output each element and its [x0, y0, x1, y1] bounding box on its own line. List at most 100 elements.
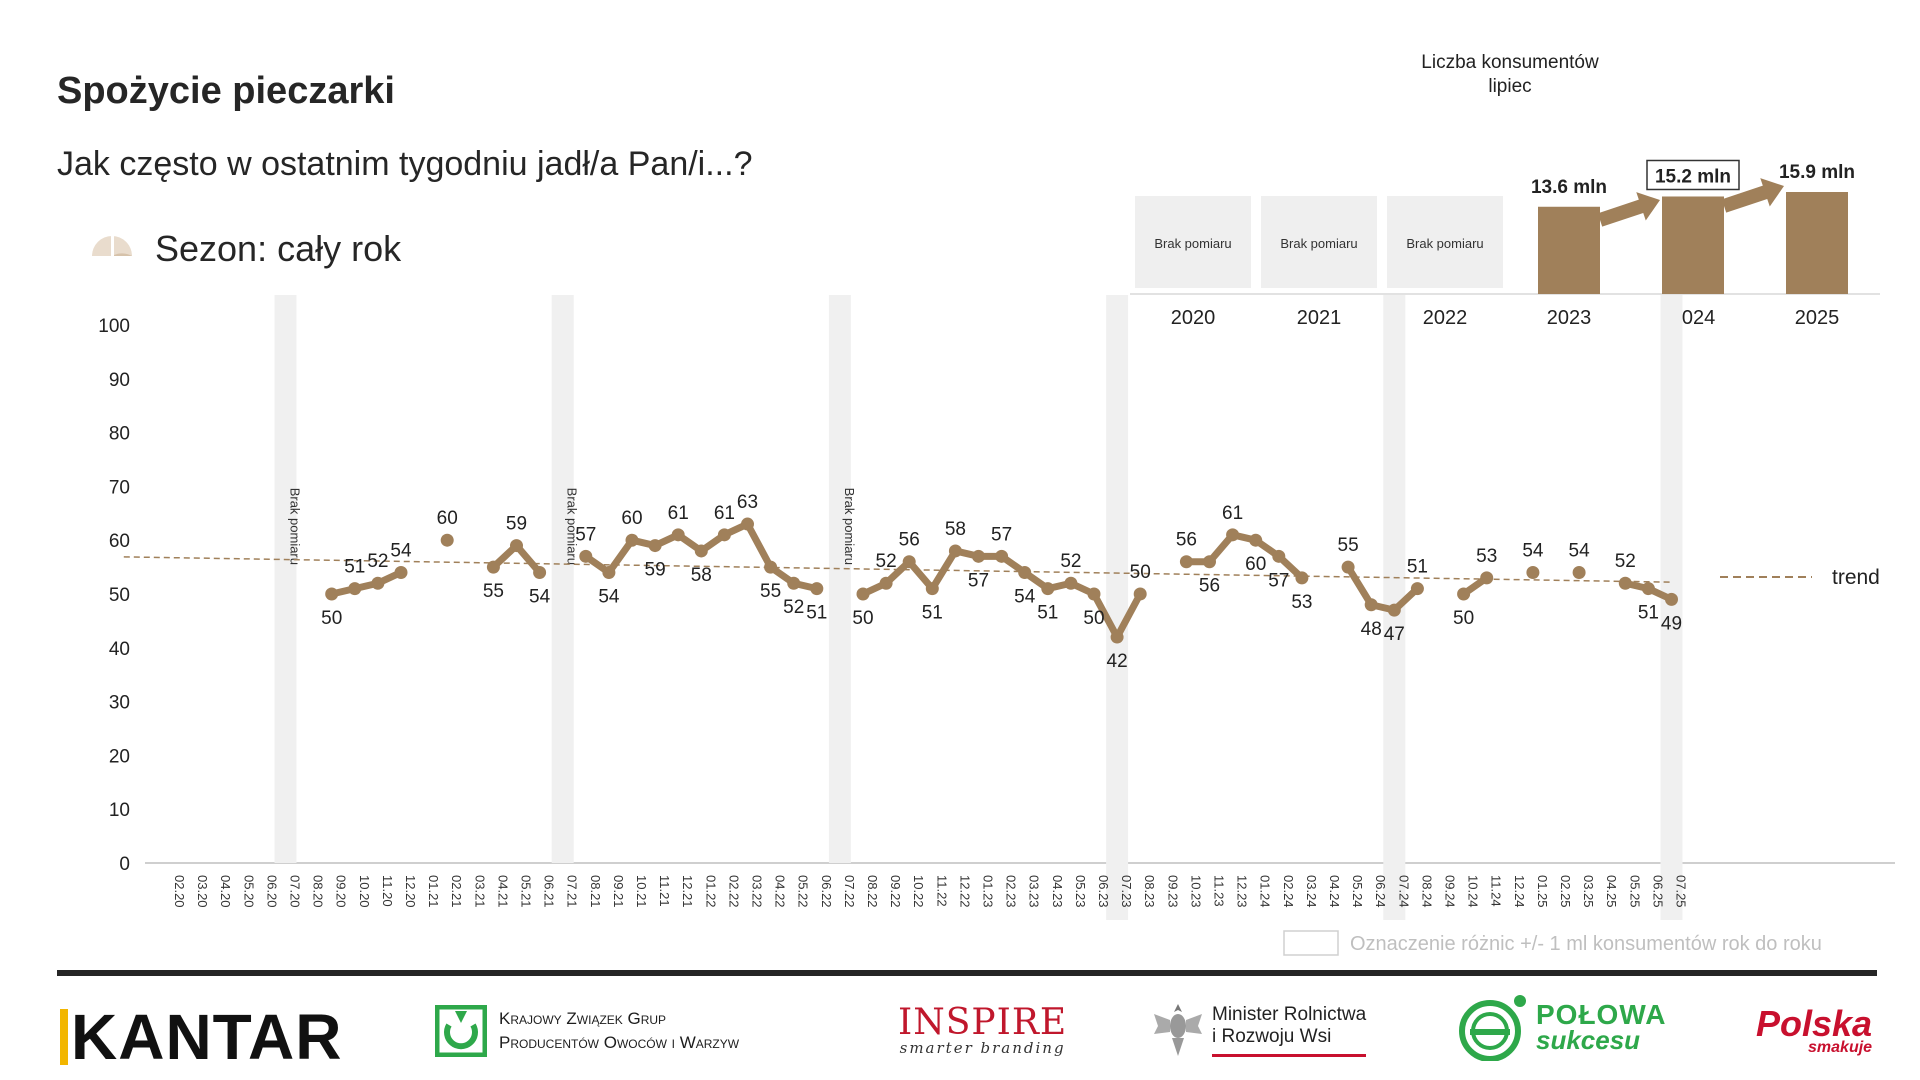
data-point [394, 565, 408, 579]
data-point [1526, 565, 1540, 579]
growth-arrow [1721, 178, 1784, 213]
y-tick-label: 10 [109, 800, 130, 821]
no-measure-band [551, 295, 574, 863]
inspire-logo: INSPIRE smarter branding [898, 1002, 1068, 1057]
data-point [1341, 560, 1355, 574]
consumers-title-line2: lipiec [1488, 76, 1531, 97]
kzgp-icon [435, 1005, 487, 1057]
polska-smakuje-logo: Polska smakuje [1756, 1003, 1873, 1056]
data-label: 52 [1060, 551, 1081, 572]
consumers-year-label: 2023 [1547, 307, 1592, 329]
data-point [1364, 598, 1378, 612]
x-tick-label: 04.20 [218, 875, 233, 908]
data-point [995, 549, 1009, 563]
consumers-year-label: 2020 [1171, 307, 1216, 329]
x-tick-label: 03.22 [750, 875, 765, 908]
consumption-chart: Liczba konsumentów lipiec 2020 Brak pomiaru… [98, 52, 1895, 956]
data-point [1272, 549, 1286, 563]
data-label: 56 [1199, 576, 1220, 597]
data-label: 60 [437, 508, 458, 529]
y-tick-label: 100 [98, 316, 130, 337]
x-tick-label: 07.20 [288, 875, 303, 908]
no-measure-label: Brak pomiaru [1154, 236, 1231, 251]
data-label: 60 [1245, 554, 1266, 575]
x-tick-label: 06.24 [1373, 875, 1388, 908]
data-label: 52 [367, 551, 388, 572]
data-label: 47 [1384, 624, 1405, 645]
x-tick-label: 10.23 [1188, 875, 1203, 908]
no-measure-band [828, 295, 851, 863]
x-tick-label: 08.21 [588, 875, 603, 908]
data-point [1572, 565, 1586, 579]
x-tick-label: 06.25 [1650, 875, 1665, 908]
data-point [1641, 582, 1655, 596]
x-tick-label: 02.23 [1004, 875, 1019, 908]
ministry-logo: Minister Rolnictwa i Rozwoju Wsi [1152, 1000, 1367, 1060]
growth-arrow [1597, 192, 1660, 227]
x-tick-label: 08.23 [1142, 875, 1157, 908]
y-tick-label: 50 [109, 585, 130, 606]
kzgp-text: Krajowy Związek Grup Producentów Owoców i… [499, 1009, 740, 1052]
consumers-title-line1: Liczba konsumentów [1421, 52, 1599, 73]
x-tick-label: 10.24 [1466, 875, 1481, 908]
data-label: 57 [575, 524, 596, 545]
data-point [694, 544, 708, 558]
legend-difference-swatch [1283, 930, 1339, 956]
x-tick-label: 03.20 [195, 875, 210, 908]
x-tick-label: 05.21 [519, 875, 534, 908]
data-label: 51 [1037, 603, 1058, 624]
y-tick-label: 70 [109, 477, 130, 498]
x-tick-label: 04.24 [1327, 875, 1342, 908]
x-tick-label: 05.24 [1350, 875, 1365, 908]
x-tick-label: 12.23 [1235, 875, 1250, 908]
x-tick-label: 09.21 [611, 875, 626, 908]
x-tick-label: 10.20 [357, 875, 372, 908]
x-tick-label: 11.23 [1212, 875, 1227, 907]
x-tick-label: 04.25 [1604, 875, 1619, 908]
data-label: 51 [344, 557, 365, 578]
data-label: 51 [922, 603, 943, 624]
x-tick-label: 06.21 [542, 875, 557, 908]
data-label: 61 [714, 503, 735, 524]
data-point [440, 533, 454, 547]
highlight-band [1106, 295, 1129, 920]
x-tick-label: 01.25 [1535, 875, 1550, 908]
data-label: 53 [1291, 592, 1312, 613]
x-tick-label: 11.22 [934, 875, 949, 907]
x-tick-label: 11.21 [657, 875, 672, 907]
footer-divider [57, 970, 1877, 976]
data-point [948, 544, 962, 558]
x-tick-label: 11.20 [380, 875, 395, 907]
data-point [648, 539, 662, 553]
x-tick-label: 01.21 [426, 875, 441, 908]
season-icon [92, 228, 132, 256]
data-point [486, 560, 500, 574]
no-measure-band [274, 295, 297, 863]
data-label: 58 [945, 519, 966, 540]
data-point [348, 582, 362, 596]
data-label: 58 [691, 565, 712, 586]
x-tick-label: 01.24 [1258, 875, 1273, 908]
data-label: 55 [483, 581, 504, 602]
x-tick-label: 12.24 [1512, 875, 1527, 908]
no-measure-band-label: Brak pomiaru [288, 488, 303, 565]
x-tick-label: 09.20 [334, 875, 349, 908]
data-point [1387, 603, 1401, 617]
data-label: 53 [1476, 546, 1497, 567]
highlight-box [1646, 159, 1740, 191]
data-point [1179, 555, 1193, 569]
legend-difference-label: Oznaczenie różnic +/- 1 ml konsumentów r… [1350, 933, 1822, 955]
data-label: 52 [876, 551, 897, 572]
x-tick-label: 07.21 [565, 875, 580, 908]
x-tick-label: 02.25 [1558, 875, 1573, 908]
consumers-year-label: 2022 [1423, 307, 1468, 329]
data-label: 50 [321, 608, 342, 629]
x-tick-label: 04.23 [1050, 875, 1065, 908]
data-label: 54 [1014, 586, 1036, 607]
data-point [856, 587, 870, 601]
y-tick-label: 80 [109, 424, 130, 445]
data-point [1618, 576, 1632, 590]
x-tick-label: 01.23 [981, 875, 996, 908]
data-label: 57 [1268, 570, 1289, 591]
x-tick-label: 05.25 [1627, 875, 1642, 908]
